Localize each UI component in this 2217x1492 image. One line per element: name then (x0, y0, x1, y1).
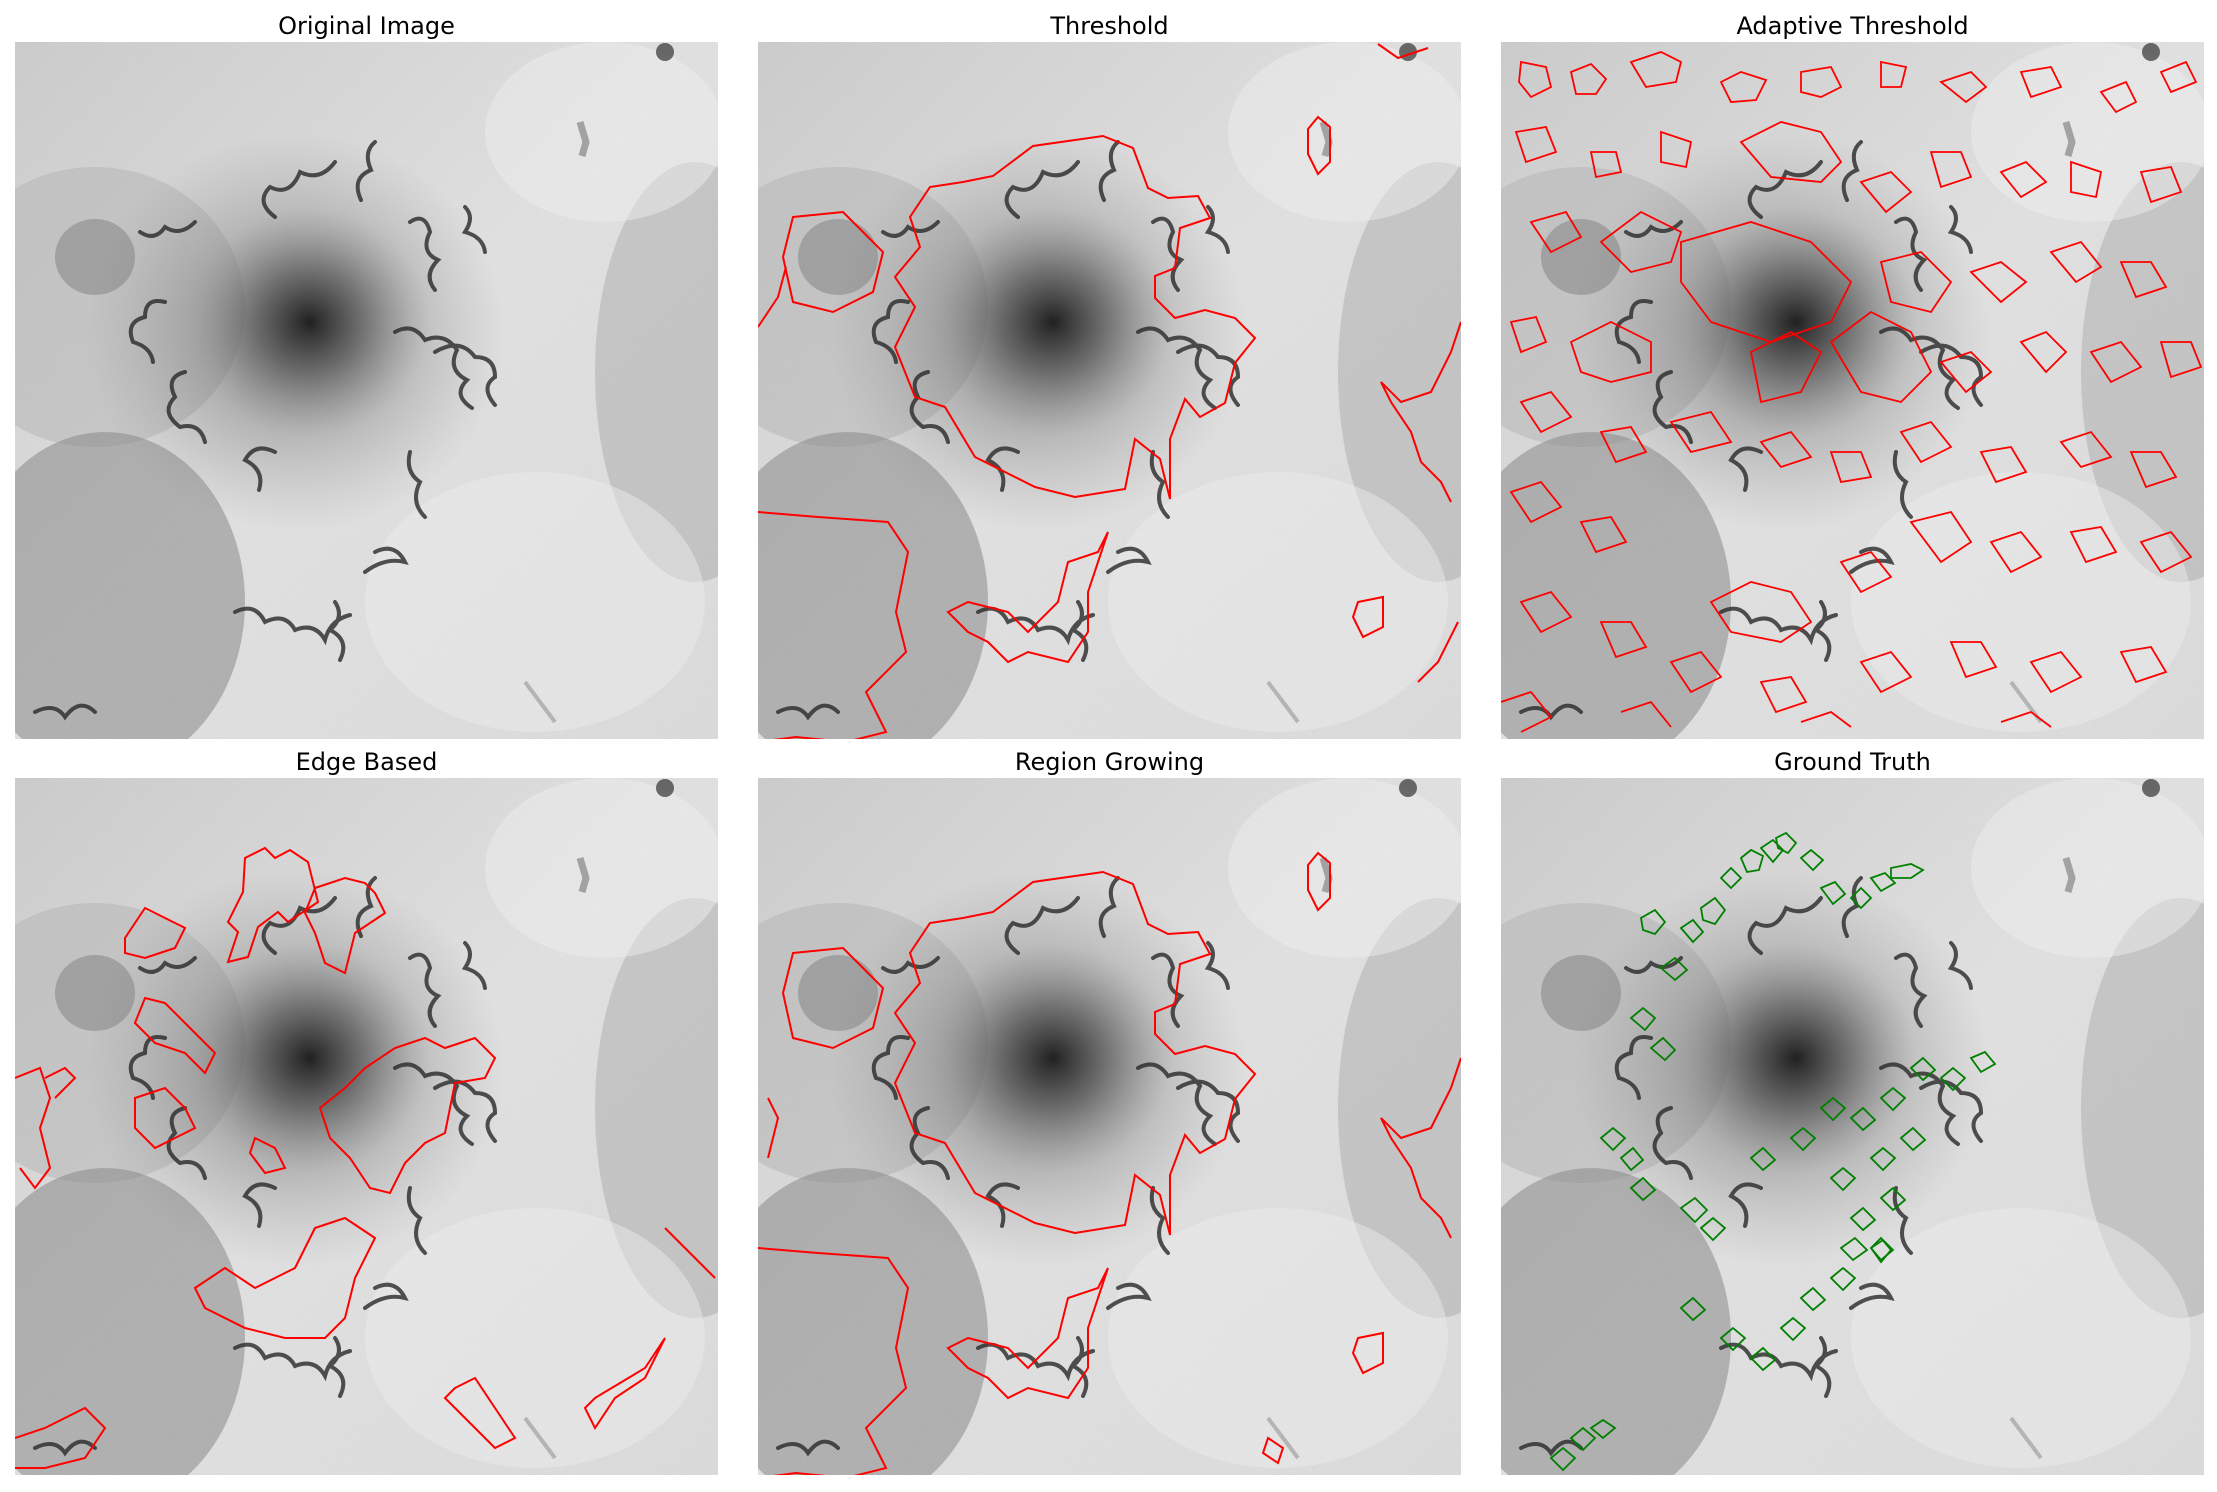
panel-title: Region Growing (1014, 748, 1205, 776)
ground-truth-overlay-image (1501, 778, 2204, 1475)
panel-edge-based: Edge Based (15, 748, 718, 1445)
panel-title: Ground Truth (1774, 748, 1931, 776)
threshold-overlay-image (758, 42, 1461, 739)
panel-original-image: Original Image (15, 12, 718, 709)
panel-title: Edge Based (295, 748, 438, 776)
segmentation-contours (1501, 51, 2203, 733)
panel-ground-truth: Ground Truth (1501, 748, 2204, 1445)
microscopy-image (15, 42, 718, 739)
panel-title: Original Image (278, 12, 455, 40)
ground-truth-contours (1549, 831, 1997, 1472)
segmentation-contours (15, 846, 716, 1469)
panel-title: Threshold (1050, 12, 1169, 40)
panel-region-growing: Region Growing (758, 748, 1461, 1475)
adaptive-threshold-overlay-image (1501, 42, 2204, 739)
panel-threshold: Threshold (758, 12, 1461, 739)
panel-adaptive-threshold: Adaptive Threshold (1501, 12, 2204, 709)
edge-based-overlay-image (15, 778, 718, 1475)
region-growing-overlay-image (758, 778, 1461, 1475)
segmentation-contours (758, 851, 1461, 1475)
panel-title: Adaptive Threshold (1736, 12, 1969, 40)
segmentation-contours (758, 43, 1461, 739)
